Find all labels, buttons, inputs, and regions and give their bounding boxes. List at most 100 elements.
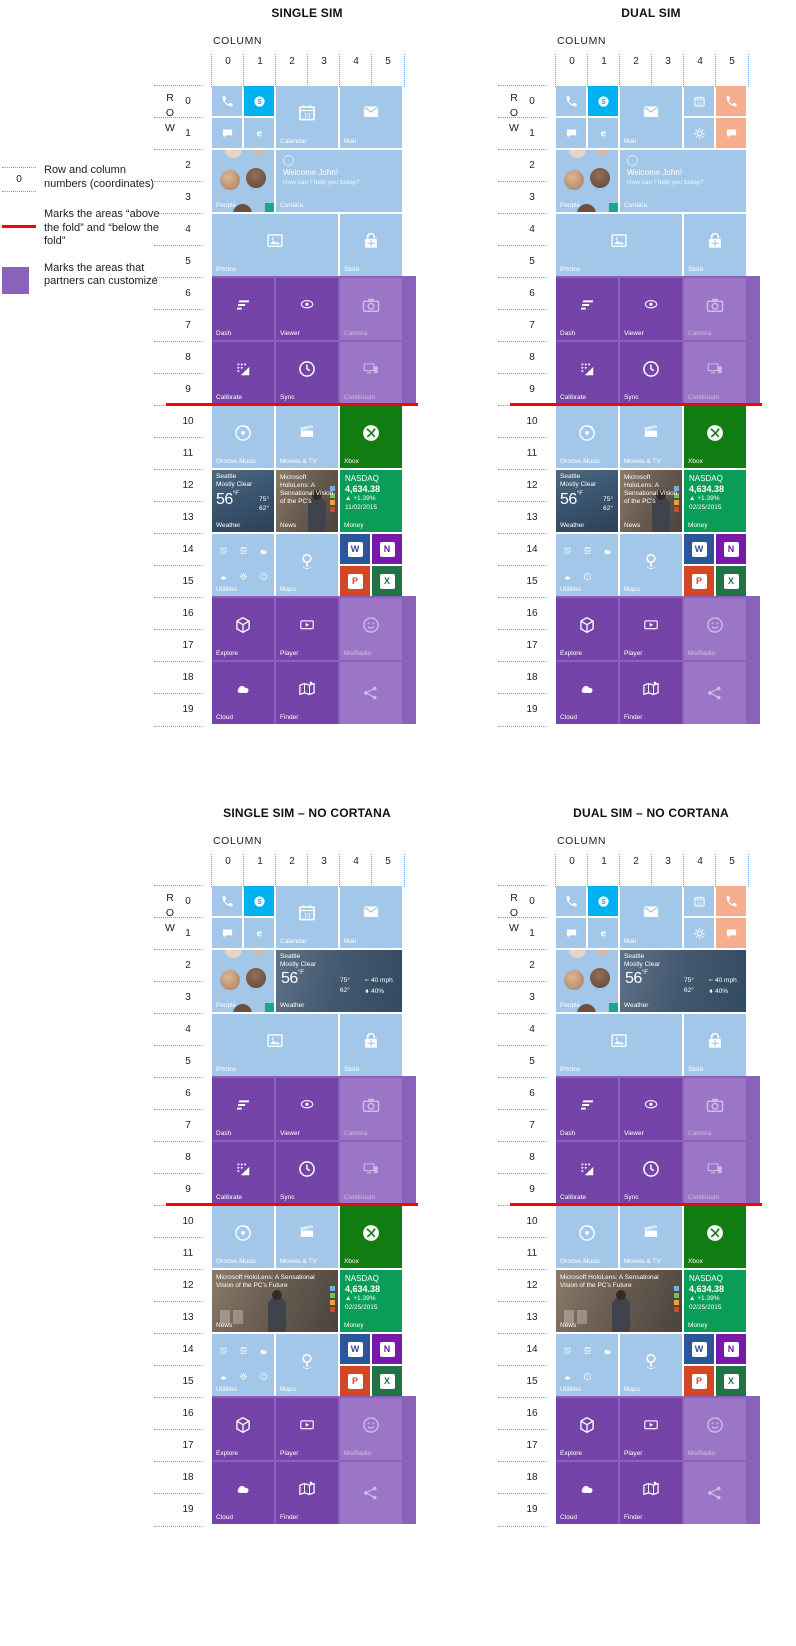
- tile-calendar[interactable]: 13 Calendar: [276, 886, 338, 948]
- tile-onenote[interactable]: N: [372, 1334, 402, 1364]
- tile-cloud[interactable]: Cloud: [212, 1462, 274, 1524]
- tile-finder[interactable]: Finder: [620, 1462, 682, 1524]
- tile-player[interactable]: Player: [620, 1398, 682, 1460]
- tile-sync[interactable]: Sync: [620, 1142, 682, 1204]
- tile-edge[interactable]: e: [588, 118, 618, 148]
- tile-maps[interactable]: Maps: [276, 534, 338, 596]
- tile-dash[interactable]: Dash: [556, 1078, 618, 1140]
- tile-finder[interactable]: Finder: [276, 662, 338, 724]
- tile-mixradio[interactable]: MixRadio: [684, 1398, 746, 1460]
- tile-excel[interactable]: X: [372, 566, 402, 596]
- tile-mail[interactable]: Mail: [340, 86, 402, 148]
- tile-news[interactable]: Microsoft HoloLens: A Sensational Vision…: [620, 470, 682, 532]
- tile-cloud[interactable]: Cloud: [556, 1462, 618, 1524]
- tile-phone-sim2[interactable]: [716, 886, 746, 916]
- tile-news[interactable]: Microsoft HoloLens: A Sensational Vision…: [556, 1270, 682, 1332]
- tile-partner-app[interactable]: [340, 662, 402, 724]
- tile-utilities[interactable]: ? Utilities: [212, 534, 274, 596]
- tile-movies-tv[interactable]: Movies & TV: [620, 1206, 682, 1268]
- tile-store[interactable]: Store: [340, 1014, 402, 1076]
- tile-dash[interactable]: Dash: [212, 1078, 274, 1140]
- tile-continuum[interactable]: Continuum: [340, 342, 402, 404]
- tile-player[interactable]: Player: [276, 598, 338, 660]
- tile-mixradio[interactable]: MixRadio: [340, 598, 402, 660]
- tile-weather[interactable]: Seattle Mostly Clear 56°F 75° 62° 40 mph 40% We…: [276, 950, 402, 1012]
- tile-people[interactable]: People: [556, 950, 618, 1012]
- tile-photos[interactable]: Photos: [212, 1014, 338, 1076]
- tile-messaging[interactable]: [556, 118, 586, 148]
- tile-groove-music[interactable]: Groove Music: [556, 406, 618, 468]
- tile-word[interactable]: W: [340, 1334, 370, 1364]
- tile-word[interactable]: W: [340, 534, 370, 564]
- tile-powerpoint[interactable]: P: [684, 566, 714, 596]
- tile-player[interactable]: Player: [620, 598, 682, 660]
- tile-skype[interactable]: S: [588, 886, 618, 916]
- tile-xbox[interactable]: Xbox: [340, 406, 402, 468]
- tile-continuum[interactable]: Continuum: [684, 1142, 746, 1204]
- tile-powerpoint[interactable]: P: [340, 1366, 370, 1396]
- tile-viewer[interactable]: Viewer: [276, 278, 338, 340]
- tile-people[interactable]: People: [212, 150, 274, 212]
- tile-viewer[interactable]: Viewer: [620, 1078, 682, 1140]
- tile-explore[interactable]: Explore: [556, 1398, 618, 1460]
- tile-money[interactable]: NASDAQ 4,634.38 ▲ +1.39% 11/02/2015 Money: [340, 470, 402, 532]
- tile-calibrate[interactable]: Calibrate: [556, 1142, 618, 1204]
- tile-messaging-sim2[interactable]: [716, 118, 746, 148]
- tile-phone-sim2[interactable]: [716, 86, 746, 116]
- tile-word[interactable]: W: [684, 534, 714, 564]
- tile-sync[interactable]: Sync: [620, 342, 682, 404]
- tile-xbox[interactable]: Xbox: [684, 406, 746, 468]
- tile-mail[interactable]: Mail: [340, 886, 402, 948]
- tile-camera[interactable]: Camera: [340, 1078, 402, 1140]
- tile-store[interactable]: Store: [340, 214, 402, 276]
- tile-dash[interactable]: Dash: [212, 278, 274, 340]
- tile-partner-app[interactable]: [684, 662, 746, 724]
- tile-utilities[interactable]: ? Utilities: [212, 1334, 274, 1396]
- tile-mail[interactable]: Mail: [620, 886, 682, 948]
- tile-cortana[interactable]: Welcome John! How can I help you today? Co…: [276, 150, 402, 212]
- tile-continuum[interactable]: Continuum: [340, 1142, 402, 1204]
- tile-skype[interactable]: S: [244, 86, 274, 116]
- tile-phone[interactable]: [556, 886, 586, 916]
- tile-excel[interactable]: X: [716, 1366, 746, 1396]
- tile-people[interactable]: People: [556, 150, 618, 212]
- tile-people[interactable]: People: [212, 950, 274, 1012]
- tile-word[interactable]: W: [684, 1334, 714, 1364]
- tile-settings[interactable]: [684, 118, 714, 148]
- tile-onenote[interactable]: N: [716, 1334, 746, 1364]
- tile-money[interactable]: NASDAQ 4,634.38 ▲ +1.39% 02/25/2015 Money: [684, 1270, 746, 1332]
- tile-viewer[interactable]: Viewer: [620, 278, 682, 340]
- tile-groove-music[interactable]: Groove Music: [212, 406, 274, 468]
- tile-calibrate[interactable]: Calibrate: [556, 342, 618, 404]
- tile-calendar[interactable]: 13 Calendar: [276, 86, 338, 148]
- tile-skype[interactable]: S: [244, 886, 274, 916]
- tile-excel[interactable]: X: [372, 1366, 402, 1396]
- tile-photos[interactable]: Photos: [556, 214, 682, 276]
- tile-news[interactable]: Microsoft HoloLens: A Sensational Vision…: [212, 1270, 338, 1332]
- tile-news[interactable]: Microsoft HoloLens: A Sensational Vision…: [276, 470, 338, 532]
- tile-edge[interactable]: e: [588, 918, 618, 948]
- tile-cloud[interactable]: Cloud: [556, 662, 618, 724]
- tile-edge[interactable]: e: [244, 118, 274, 148]
- tile-mail[interactable]: Mail: [620, 86, 682, 148]
- tile-cloud[interactable]: Cloud: [212, 662, 274, 724]
- tile-utilities[interactable]: ? Utilities: [556, 1334, 618, 1396]
- tile-maps[interactable]: Maps: [276, 1334, 338, 1396]
- tile-continuum[interactable]: Continuum: [684, 342, 746, 404]
- tile-movies-tv[interactable]: Movies & TV: [276, 406, 338, 468]
- tile-groove-music[interactable]: Groove Music: [556, 1206, 618, 1268]
- tile-powerpoint[interactable]: P: [684, 1366, 714, 1396]
- tile-store[interactable]: Store: [684, 214, 746, 276]
- tile-calendar-mini[interactable]: 13: [684, 86, 714, 116]
- tile-messaging[interactable]: [212, 918, 242, 948]
- tile-groove-music[interactable]: Groove Music: [212, 1206, 274, 1268]
- tile-calibrate[interactable]: Calibrate: [212, 1142, 274, 1204]
- tile-movies-tv[interactable]: Movies & TV: [620, 406, 682, 468]
- tile-weather[interactable]: Seattle Mostly Clear 56°F 75° 62° Weather: [556, 470, 618, 532]
- tile-skype[interactable]: S: [588, 86, 618, 116]
- tile-viewer[interactable]: Viewer: [276, 1078, 338, 1140]
- tile-messaging[interactable]: [556, 918, 586, 948]
- tile-photos[interactable]: Photos: [212, 214, 338, 276]
- tile-onenote[interactable]: N: [716, 534, 746, 564]
- tile-onenote[interactable]: N: [372, 534, 402, 564]
